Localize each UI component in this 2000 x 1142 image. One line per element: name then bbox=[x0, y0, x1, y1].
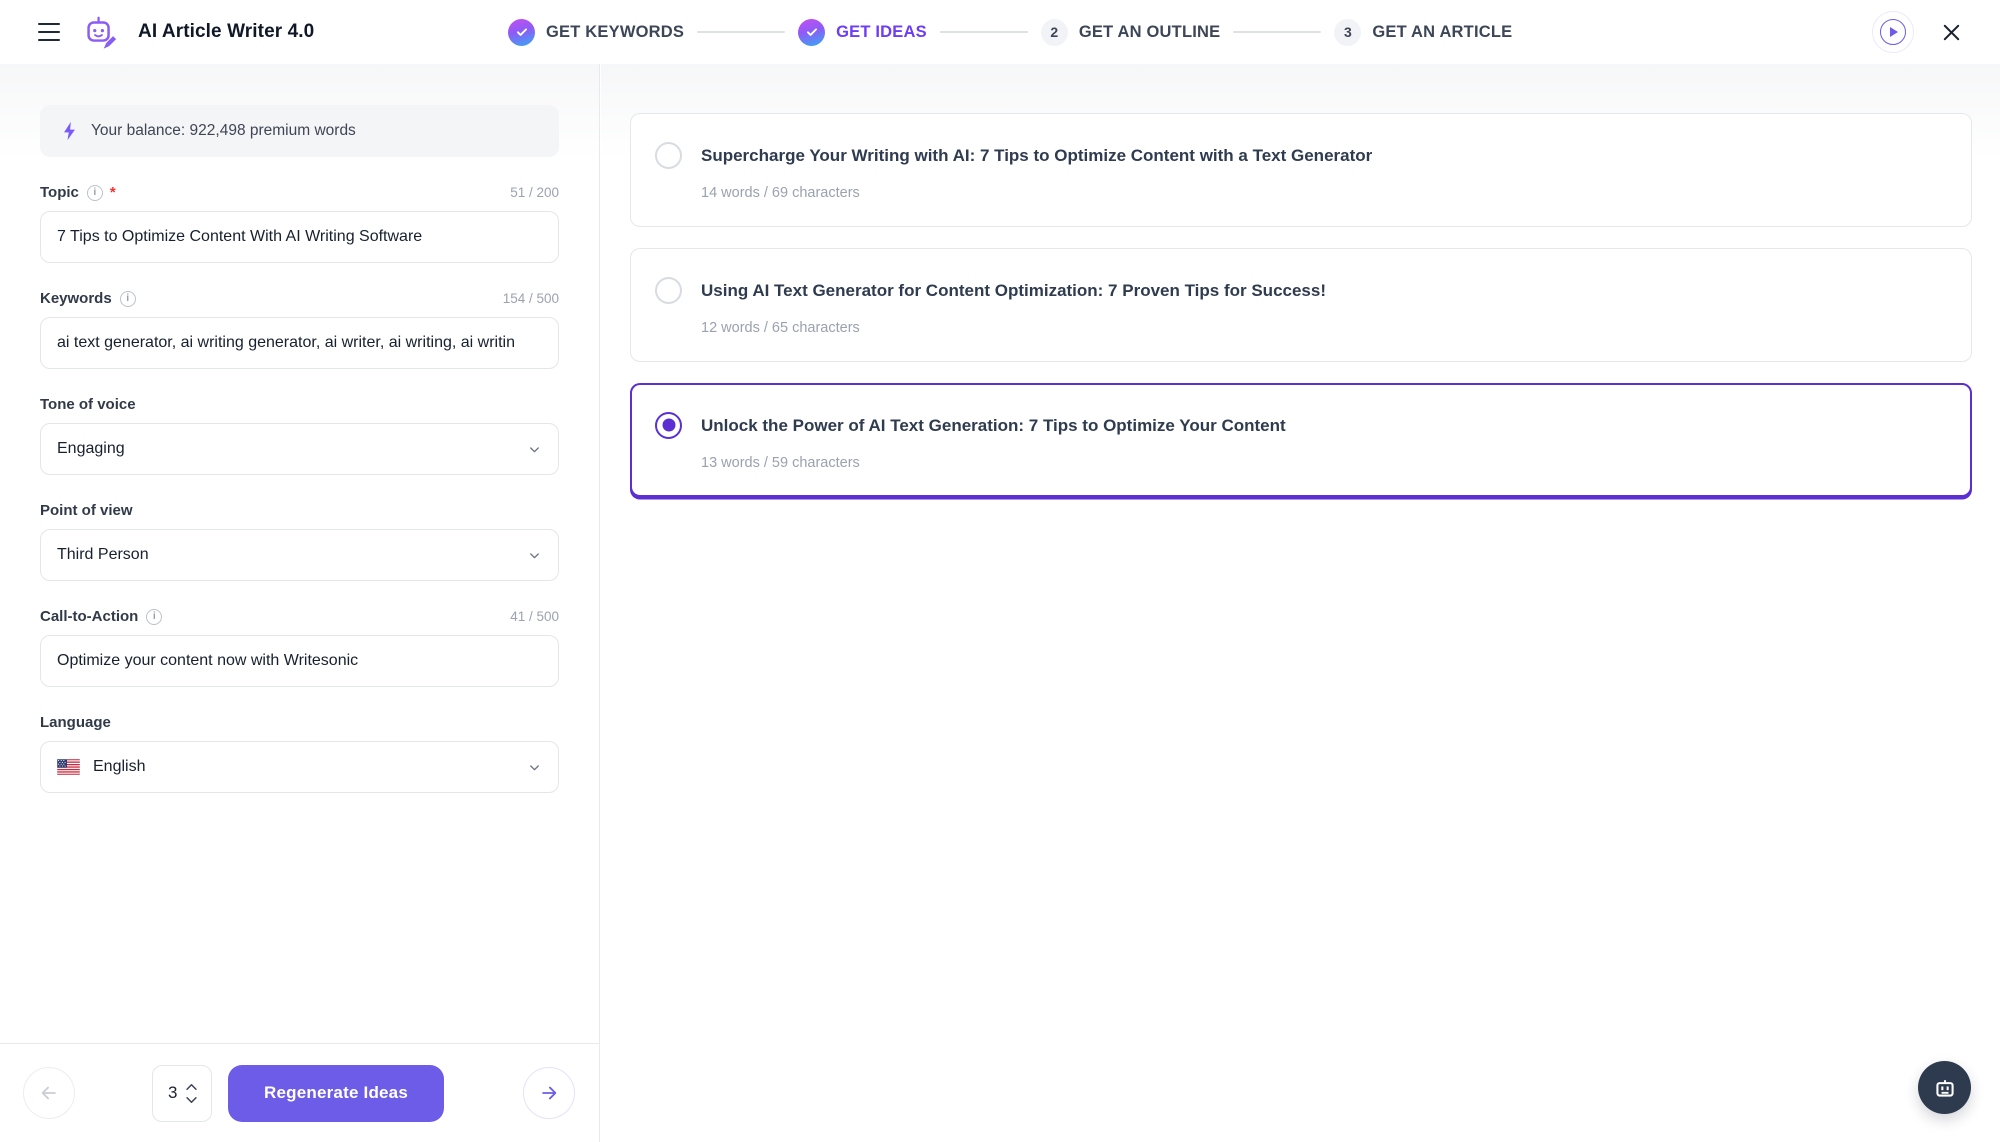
back-button[interactable] bbox=[23, 1067, 75, 1119]
info-icon[interactable]: i bbox=[146, 608, 163, 625]
topic-label: Topic bbox=[40, 184, 79, 201]
step-get-ideas[interactable]: GET IDEAS bbox=[798, 18, 927, 46]
idea-card[interactable]: Using AI Text Generator for Content Opti… bbox=[630, 247, 1972, 362]
balance-text: Your balance: 922,498 premium words bbox=[91, 122, 356, 139]
idea-radio[interactable] bbox=[655, 276, 682, 304]
arrow-right-icon bbox=[542, 1086, 557, 1100]
chevron-down-icon bbox=[527, 442, 542, 457]
pov-select[interactable]: Third Person bbox=[40, 529, 559, 581]
tone-selected-value: Engaging bbox=[57, 440, 125, 457]
topic-input[interactable] bbox=[40, 211, 559, 263]
idea-content: Unlock the Power of AI Text Generation: … bbox=[701, 411, 1286, 471]
idea-title: Using AI Text Generator for Content Opti… bbox=[701, 280, 1326, 300]
chevron-down-icon bbox=[527, 760, 542, 775]
close-icon[interactable] bbox=[1938, 19, 1964, 45]
idea-meta: 13 words / 59 characters bbox=[701, 454, 860, 471]
balance-chip: Your balance: 922,498 premium words bbox=[40, 105, 559, 157]
idea-meta: 14 words / 69 characters bbox=[701, 184, 860, 201]
lightning-bolt-icon bbox=[64, 121, 75, 141]
idea-card[interactable]: Supercharge Your Writing with AI: 7 Tips… bbox=[630, 113, 1972, 227]
pov-selected-value: Third Person bbox=[57, 546, 149, 563]
regenerate-ideas-button[interactable]: Regenerate Ideas bbox=[228, 1064, 444, 1122]
play-icon bbox=[1880, 19, 1906, 45]
us-flag-icon bbox=[57, 759, 80, 775]
sidebar-footer: 3 Regenerate Ideas bbox=[0, 1043, 600, 1142]
idea-content: Using AI Text Generator for Content Opti… bbox=[701, 276, 1326, 336]
settings-sidebar: Your balance: 922,498 premium words Topi… bbox=[0, 64, 600, 1043]
pov-field-group: Point of view Third Person bbox=[40, 502, 559, 581]
tone-label: Tone of voice bbox=[40, 396, 136, 413]
step-number-badge: 2 bbox=[1040, 18, 1068, 46]
step-done-check-icon bbox=[508, 18, 535, 46]
cta-input[interactable] bbox=[40, 635, 559, 687]
keywords-char-counter: 154 / 500 bbox=[502, 291, 559, 306]
hamburger-menu-icon[interactable] bbox=[38, 23, 62, 41]
step-get-an-article[interactable]: 3 GET AN ARTICLE bbox=[1334, 18, 1513, 46]
header: AI Article Writer 4.0 GET KEYWORDS GET I… bbox=[0, 0, 2000, 64]
topic-field-group: Topic i * 51 / 200 bbox=[40, 184, 559, 263]
step-get-keywords[interactable]: GET KEYWORDS bbox=[508, 18, 685, 46]
step-connector bbox=[1233, 31, 1322, 33]
idea-content: Supercharge Your Writing with AI: 7 Tips… bbox=[701, 141, 1372, 201]
robot-icon bbox=[1935, 1079, 1954, 1097]
idea-radio[interactable] bbox=[655, 142, 682, 169]
cta-field-group: Call-to-Action i 41 / 500 bbox=[40, 608, 559, 687]
arrow-left-icon bbox=[41, 1086, 56, 1100]
info-icon[interactable]: i bbox=[86, 184, 103, 201]
step-label: GET AN OUTLINE bbox=[1078, 22, 1221, 41]
keywords-input[interactable] bbox=[40, 317, 559, 369]
idea-count-value: 3 bbox=[168, 1083, 178, 1102]
app-logo-robot-icon bbox=[80, 12, 120, 52]
step-connector bbox=[697, 31, 786, 33]
idea-card[interactable]: Unlock the Power of AI Text Generation: … bbox=[630, 382, 1972, 497]
tone-field-group: Tone of voice Engaging bbox=[40, 396, 559, 475]
idea-title: Unlock the Power of AI Text Generation: … bbox=[701, 415, 1286, 435]
assistant-fab-button[interactable] bbox=[1918, 1061, 1971, 1114]
keywords-field-group: Keywords i 154 / 500 bbox=[40, 290, 559, 369]
step-label: GET KEYWORDS bbox=[546, 22, 685, 41]
cta-label: Call-to-Action bbox=[40, 608, 139, 625]
idea-radio[interactable] bbox=[655, 411, 682, 439]
idea-meta: 12 words / 65 characters bbox=[701, 319, 860, 336]
wizard-stepper: GET KEYWORDS GET IDEAS 2 GET AN OUTLINE … bbox=[508, 0, 1512, 64]
step-connector bbox=[939, 31, 1028, 33]
next-button[interactable] bbox=[523, 1067, 575, 1119]
keywords-label: Keywords bbox=[40, 290, 112, 307]
topic-char-counter: 51 / 200 bbox=[510, 185, 559, 200]
step-label: GET AN ARTICLE bbox=[1372, 22, 1513, 41]
step-done-check-icon bbox=[798, 18, 826, 46]
step-number-badge: 3 bbox=[1334, 18, 1362, 46]
app-title: AI Article Writer 4.0 bbox=[138, 21, 315, 42]
header-right bbox=[1872, 11, 1964, 53]
stepper-down-icon[interactable] bbox=[185, 1096, 198, 1104]
language-selected-value: English bbox=[93, 758, 146, 775]
language-select[interactable]: English bbox=[40, 741, 559, 793]
tone-select[interactable]: Engaging bbox=[40, 423, 559, 475]
step-get-an-outline[interactable]: 2 GET AN OUTLINE bbox=[1040, 18, 1221, 46]
header-left: AI Article Writer 4.0 bbox=[38, 12, 314, 52]
stepper-up-icon[interactable] bbox=[185, 1083, 198, 1091]
idea-title: Supercharge Your Writing with AI: 7 Tips… bbox=[701, 146, 1373, 165]
ideas-panel: Supercharge Your Writing with AI: 7 Tips… bbox=[601, 64, 2000, 1142]
idea-count-stepper[interactable]: 3 bbox=[152, 1064, 212, 1122]
tutorial-play-button[interactable] bbox=[1872, 11, 1914, 53]
cta-char-counter: 41 / 500 bbox=[510, 609, 559, 624]
info-icon[interactable]: i bbox=[119, 290, 136, 307]
pov-label: Point of view bbox=[40, 502, 133, 519]
language-field-group: Language English bbox=[40, 714, 559, 793]
language-label: Language bbox=[40, 714, 111, 731]
step-label: GET IDEAS bbox=[836, 22, 927, 41]
required-asterisk: * bbox=[109, 184, 116, 201]
chevron-down-icon bbox=[527, 548, 542, 563]
